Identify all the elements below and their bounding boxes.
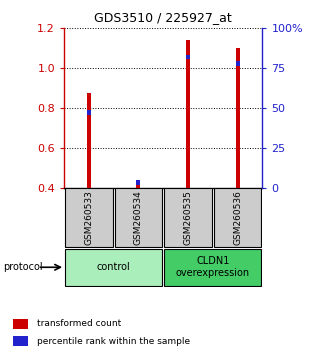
Bar bbox=[12, 336, 28, 346]
Bar bbox=[65, 188, 113, 247]
Bar bbox=[236, 61, 240, 66]
Bar bbox=[136, 181, 140, 188]
Bar bbox=[87, 110, 91, 115]
Bar bbox=[164, 249, 261, 286]
Text: protocol: protocol bbox=[3, 262, 43, 272]
Title: GDS3510 / 225927_at: GDS3510 / 225927_at bbox=[94, 11, 232, 24]
Bar bbox=[65, 249, 162, 286]
Bar bbox=[136, 180, 140, 185]
Bar bbox=[236, 48, 240, 188]
Bar bbox=[164, 188, 212, 247]
Bar bbox=[115, 188, 162, 247]
Bar bbox=[186, 55, 190, 59]
Bar bbox=[12, 319, 28, 329]
Text: control: control bbox=[97, 262, 131, 272]
Text: percentile rank within the sample: percentile rank within the sample bbox=[37, 337, 190, 346]
Bar bbox=[87, 93, 91, 188]
Text: GSM260533: GSM260533 bbox=[84, 190, 93, 245]
Text: GSM260534: GSM260534 bbox=[134, 190, 143, 245]
Text: CLDN1
overexpression: CLDN1 overexpression bbox=[176, 256, 250, 278]
Text: transformed count: transformed count bbox=[37, 319, 121, 328]
Bar bbox=[186, 40, 190, 188]
Text: GSM260536: GSM260536 bbox=[233, 190, 242, 245]
Text: GSM260535: GSM260535 bbox=[183, 190, 193, 245]
Bar bbox=[214, 188, 261, 247]
